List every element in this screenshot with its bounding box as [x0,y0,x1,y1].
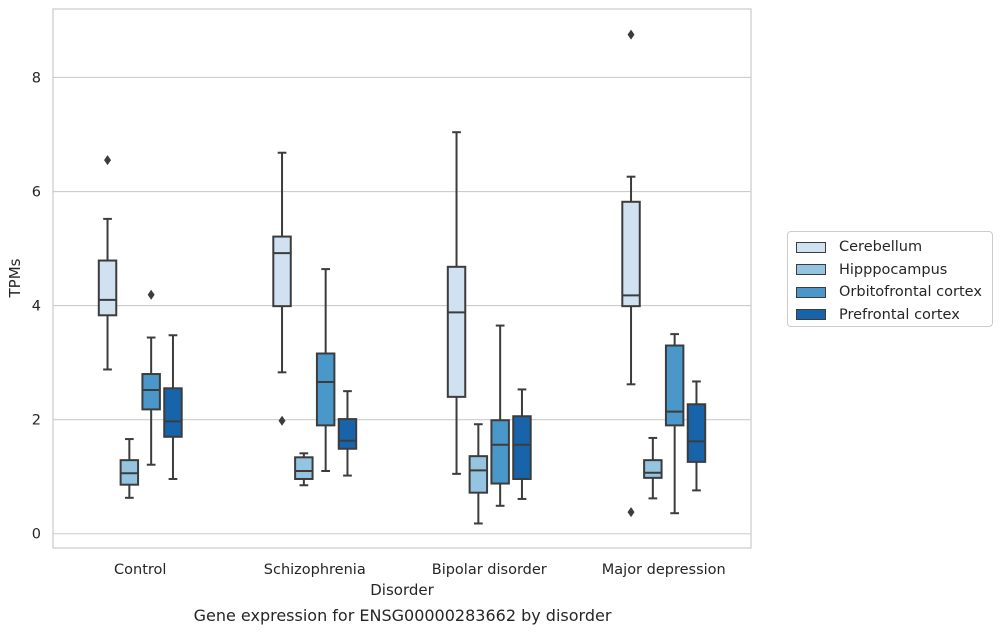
y-axis-label: TPMs [6,258,24,298]
box-body [97,259,118,317]
outlier-point [147,289,155,300]
legend-swatch [796,264,826,276]
box-body [141,373,161,411]
x-tick-label: Control [114,562,166,578]
box-body [664,344,685,427]
y-tick-labels: 0 2 4 6 8 [32,70,41,542]
legend-item: Cerebellum [796,236,984,259]
box-body [294,456,314,480]
legend-item: Hipppocampus [796,259,984,282]
legend: Cerebellum Hipppocampus Orbitofrontal co… [787,231,993,327]
legend-label: Prefrontal cortex [839,306,960,323]
box-cerebellum [446,131,467,475]
legend-swatch [796,241,826,253]
y-tick-label: 0 [32,527,41,543]
x-tick-label: Major depression [602,562,726,578]
box-prefrontal-cortex [512,388,532,500]
box-body [446,265,467,398]
box-cerebellum [621,29,641,518]
box-hipppocampus [468,423,489,525]
legend-swatch [796,309,826,321]
box-orbitofrontal-cortex [141,289,161,466]
legend-item: Prefrontal cortex [796,304,984,327]
figure-caption: Gene expression for ENSG00000283662 by d… [193,606,612,625]
box-body [686,403,707,463]
y-tick-label: 8 [32,70,41,86]
y-tick-label: 4 [32,299,41,315]
box-prefrontal-cortex [686,380,707,492]
box-hipppocampus [119,438,140,499]
box-cerebellum [272,151,292,426]
x-tick-labels: Control Schizophrenia Bipolar disorder Majo… [114,562,726,578]
legend-label: Orbitofrontal cortex [839,284,982,301]
box-body [468,455,489,494]
box-orbitofrontal-cortex [315,268,336,472]
outlier-point [104,155,112,166]
x-axis-label: Disorder [370,581,434,599]
box-orbitofrontal-cortex [664,333,685,515]
box-hipppocampus [294,452,314,487]
box-prefrontal-cortex [163,334,183,480]
x-tick-label: Bipolar disorder [432,562,547,578]
box-body [337,418,358,450]
box-prefrontal-cortex [337,390,358,477]
box-body [490,419,510,485]
legend-label: Cerebellum [839,239,923,256]
box-body [643,459,663,479]
outlier-point [627,507,635,518]
box-cerebellum [97,155,118,371]
y-tick-label: 6 [32,185,41,201]
box-body [621,200,641,308]
outlier-point [278,415,286,426]
boxes [97,29,707,525]
legend-swatch [796,286,826,298]
box-body [272,235,292,308]
box-body [315,352,336,427]
legend-item: Orbitofrontal cortex [796,281,984,304]
box-hipppocampus [643,436,663,500]
x-tick-label: Schizophrenia [264,562,366,578]
box-body [512,415,532,480]
y-tick-label: 2 [32,413,41,429]
legend-label: Hipppocampus [839,261,948,278]
box-orbitofrontal-cortex [490,324,510,507]
box-body [163,387,183,438]
outlier-point [627,29,635,40]
